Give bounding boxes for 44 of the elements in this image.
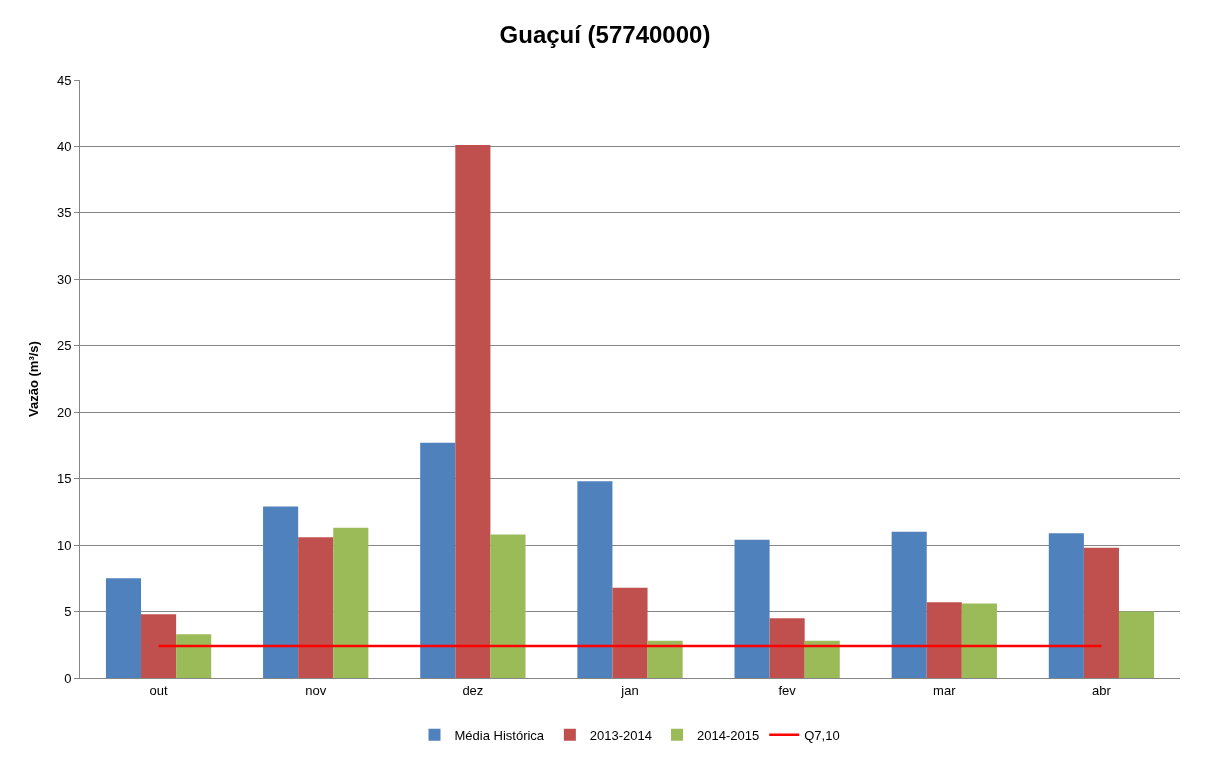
x-tick-label: fev bbox=[778, 682, 797, 698]
bar bbox=[490, 534, 526, 678]
bar bbox=[769, 618, 805, 678]
bar bbox=[141, 614, 177, 678]
x-tick-label: out bbox=[149, 682, 168, 698]
y-tick-label: 10 bbox=[56, 537, 72, 553]
x-tick-label: mar bbox=[933, 682, 957, 698]
y-tick-label: 25 bbox=[56, 338, 72, 354]
y-tick-label: 35 bbox=[56, 205, 72, 221]
y-axis-title: Vazão (m³/s) bbox=[25, 341, 41, 417]
y-tick-label: 0 bbox=[64, 670, 72, 686]
chart-title: Guaçuí (57740000) bbox=[499, 21, 711, 49]
bar bbox=[612, 587, 648, 678]
legend-label: Média Histórica bbox=[454, 727, 545, 743]
bar bbox=[333, 527, 369, 678]
x-tick-label: abr bbox=[1092, 682, 1112, 698]
bar bbox=[1083, 547, 1119, 678]
bar bbox=[298, 537, 334, 678]
bar bbox=[804, 640, 840, 678]
y-tick-label: 5 bbox=[64, 604, 72, 620]
bar bbox=[577, 481, 613, 678]
y-tick-label: 45 bbox=[56, 72, 72, 88]
bar bbox=[734, 539, 770, 678]
y-tick-label: 20 bbox=[56, 404, 72, 420]
y-tick-label: 30 bbox=[56, 271, 72, 287]
bar bbox=[420, 442, 456, 678]
y-tick-label: 40 bbox=[56, 138, 72, 154]
bar bbox=[1048, 533, 1084, 678]
legend-label: 2014-2015 bbox=[697, 727, 760, 743]
bar bbox=[263, 506, 299, 678]
legend-label: Q7,10 bbox=[804, 727, 840, 743]
legend-label: 2013-2014 bbox=[589, 727, 653, 743]
x-tick-label: nov bbox=[305, 682, 327, 698]
bar bbox=[1118, 611, 1155, 678]
bar bbox=[455, 145, 491, 678]
bar bbox=[961, 603, 997, 678]
bar bbox=[105, 578, 142, 678]
x-tick-label: dez bbox=[462, 682, 484, 698]
bar bbox=[891, 531, 927, 678]
bar bbox=[647, 640, 683, 678]
bar bbox=[926, 602, 962, 678]
x-tick-label: jan bbox=[620, 682, 639, 698]
bar bbox=[176, 634, 212, 678]
y-tick-label: 15 bbox=[56, 471, 72, 487]
